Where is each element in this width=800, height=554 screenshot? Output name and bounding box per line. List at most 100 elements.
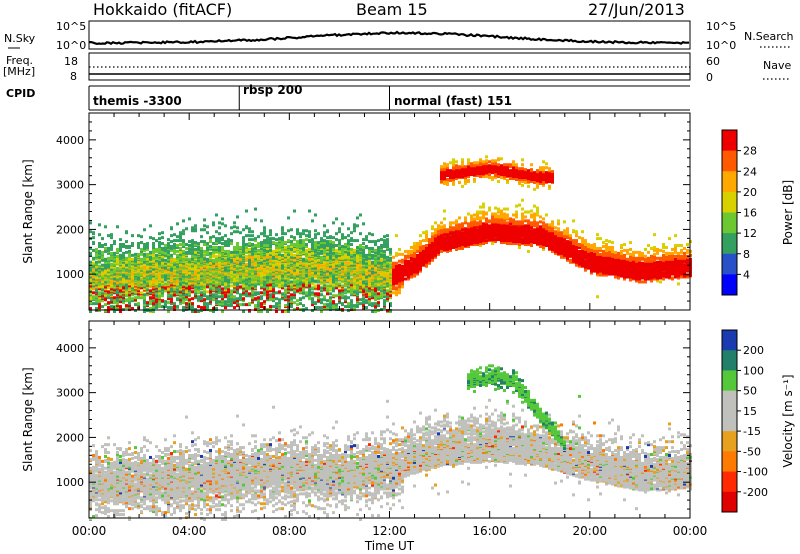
power-cell	[164, 282, 167, 286]
power-cell	[179, 252, 182, 256]
power-cell	[110, 305, 113, 309]
power-cell	[377, 245, 380, 249]
power-cell	[245, 225, 248, 229]
power-cell	[290, 240, 293, 244]
power-cell	[362, 222, 365, 226]
power-cell	[89, 301, 92, 305]
power-cell	[332, 221, 335, 225]
power-cell	[269, 244, 272, 248]
power-cell	[200, 291, 203, 295]
power-cell	[218, 226, 221, 230]
power-cell	[308, 253, 311, 257]
power-cell	[242, 243, 245, 247]
power-cell	[383, 244, 386, 248]
power-cell	[98, 242, 101, 246]
power-cell	[218, 295, 221, 299]
power-cell	[134, 255, 137, 259]
power-cell	[275, 238, 278, 242]
power-cell	[275, 245, 278, 249]
power-cell	[335, 217, 338, 221]
power-cell	[380, 258, 383, 262]
power-cell	[137, 234, 140, 238]
power-cell	[122, 254, 125, 258]
power-cell	[326, 303, 329, 307]
power-cell	[212, 245, 215, 249]
power-cell	[401, 252, 404, 256]
power-cell	[239, 293, 242, 297]
power-cell	[248, 292, 251, 296]
power-cell	[137, 259, 140, 263]
power-cell	[89, 287, 92, 291]
power-cell	[140, 249, 143, 253]
power-cell	[176, 256, 179, 260]
power-cell	[248, 242, 251, 246]
power-cell	[326, 292, 329, 296]
power-cell	[146, 303, 149, 307]
power-cell	[176, 245, 179, 249]
power-cell	[416, 253, 419, 257]
power-cell	[143, 299, 146, 303]
power-cell	[251, 252, 254, 256]
power-cell	[215, 288, 218, 292]
power-cell	[167, 245, 170, 249]
power-cell	[434, 231, 437, 235]
power-cell	[374, 302, 377, 306]
power-cell	[281, 231, 284, 235]
power-cell	[110, 236, 113, 240]
power-cell	[164, 268, 167, 272]
power-cell	[110, 287, 113, 291]
power-cell	[164, 261, 167, 265]
power-cell	[260, 241, 263, 245]
power-cell	[335, 303, 338, 307]
power-cell	[392, 261, 395, 265]
power-cell	[344, 253, 347, 257]
power-cell	[323, 248, 326, 252]
power-cell	[194, 263, 197, 267]
power-cell	[119, 305, 122, 309]
power-cell	[158, 299, 161, 303]
power-cell	[152, 242, 155, 246]
power-cell	[212, 242, 215, 246]
power-cell	[92, 231, 95, 235]
power-cell	[188, 251, 191, 255]
power-cell	[329, 302, 332, 306]
power-cell	[92, 297, 95, 301]
power-cell	[98, 282, 101, 286]
power-cell	[395, 261, 398, 265]
power-cell	[143, 306, 146, 310]
power-cell	[290, 300, 293, 304]
power-cell	[134, 303, 137, 307]
power-cell	[212, 307, 215, 311]
power-cell	[209, 266, 212, 270]
power-cell	[149, 289, 152, 293]
power-cell	[164, 245, 167, 249]
power-cell	[134, 252, 137, 256]
power-cell	[176, 305, 179, 309]
power-cell	[308, 230, 311, 234]
power-cell	[185, 256, 188, 260]
power-cell	[149, 259, 152, 263]
power-cell	[131, 253, 134, 257]
power-cell	[131, 299, 134, 303]
power-cell	[275, 233, 278, 237]
power-cell	[356, 216, 359, 220]
power-cell	[401, 264, 404, 268]
power-cell	[101, 244, 104, 248]
power-cell	[134, 283, 137, 287]
power-cell	[362, 297, 365, 301]
power-cell	[380, 295, 383, 299]
power-cell	[188, 257, 191, 261]
power-cell	[107, 251, 110, 255]
power-cell	[179, 243, 182, 247]
power-cell	[251, 293, 254, 297]
power-cell	[323, 239, 326, 243]
power-cell	[179, 250, 182, 254]
power-cell	[290, 296, 293, 300]
power-cell	[194, 250, 197, 254]
power-cell	[170, 287, 173, 291]
power-cell	[377, 295, 380, 299]
power-cell	[104, 225, 107, 229]
power-cell	[233, 245, 236, 249]
power-cell	[347, 309, 350, 313]
power-cell	[182, 254, 185, 258]
